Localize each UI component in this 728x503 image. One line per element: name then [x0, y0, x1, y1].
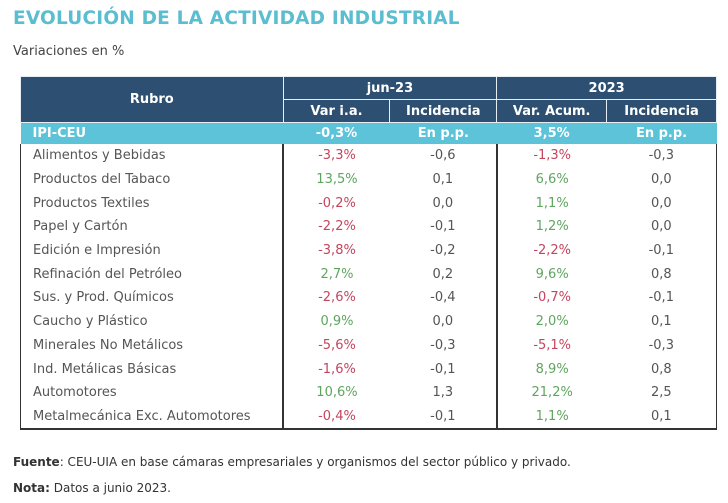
table-row: Automotores 10,6% 1,3 21,2% 2,5 — [20, 380, 717, 405]
var-acum: 9,6% — [535, 266, 569, 282]
incidencia-2: 0,1 — [606, 404, 717, 431]
header-incidencia-1: Incidencia — [389, 99, 498, 123]
incidencia-2: 2,5 — [606, 380, 717, 405]
row-name: Alimentos y Bebidas — [20, 144, 285, 168]
source-note: Fuente: CEU-UIA en base cámaras empresar… — [13, 455, 571, 469]
incidencia-2: -0,3 — [606, 144, 717, 168]
incidencia-1: -0,4 — [389, 286, 498, 310]
note-label: Nota: — [13, 481, 50, 495]
incidencia-1: -0,3 — [389, 333, 498, 358]
table-row: Caucho y Plástico 0,9% 0,0 2,0% 0,1 — [20, 309, 717, 334]
incidencia-1: -0,2 — [389, 238, 498, 263]
incidencia-2: -0,1 — [606, 238, 717, 263]
var-ia: -1,6% — [318, 361, 356, 377]
var-acum: -2,2% — [533, 243, 572, 259]
incidencia-1: -0,1 — [389, 404, 498, 431]
header-rubro: Rubro — [20, 76, 284, 123]
var-acum: -0,7% — [533, 290, 572, 306]
incidencia-1: 1,3 — [389, 380, 498, 405]
var-ia: -0,3% — [283, 122, 390, 144]
header-var-acum: Var. Acum. — [496, 99, 608, 123]
var-acum: 6,6% — [535, 172, 569, 188]
var-ia: -0,4% — [283, 404, 390, 431]
var-acum: 1,1% — [496, 404, 607, 431]
header-group-2023: 2023 — [496, 76, 717, 100]
table-row: Ind. Metálicas Básicas -1,6% -0,1 8,9% 0,8 — [20, 357, 717, 381]
var-acum: -5,1% — [533, 337, 572, 353]
incidencia-2: -0,3 — [606, 333, 717, 358]
row-name: IPI-CEU — [20, 122, 284, 144]
row-name: Minerales No Metálicos — [20, 333, 285, 358]
table-row: Productos Textiles -0,2% 0,0 1,1% 0,0 — [20, 191, 717, 216]
var-acum: 21,2% — [531, 385, 573, 401]
incidencia-2: -0,1 — [606, 286, 717, 310]
note-text: Datos a junio 2023. — [49, 481, 171, 495]
var-ia: -3,8% — [318, 243, 356, 259]
var-ia: -0,2% — [318, 195, 356, 211]
row-name: Sus. y Prod. Químicos — [20, 286, 285, 310]
var-ia: 10,6% — [316, 385, 358, 401]
var-acum: 1,2% — [535, 219, 569, 235]
total-row: IPI-CEU -0,3% En p.p. 3,5% En p.p. — [20, 122, 717, 144]
header-incidencia-2: Incidencia — [606, 99, 717, 123]
table-row: Alimentos y Bebidas -3,3% -0,6 -1,3% -0,3 — [20, 144, 717, 168]
incidencia-1: -0,1 — [389, 357, 498, 381]
var-acum: 2,0% — [535, 314, 569, 330]
row-name: Refinación del Petróleo — [20, 262, 285, 287]
var-ia: -5,6% — [318, 337, 356, 353]
table-row: Edición e Impresión -3,8% -0,2 -2,2% -0,1 — [20, 238, 717, 263]
incidencia-1: -0,6 — [389, 144, 498, 168]
row-name: Metalmecánica Exc. Automotores — [20, 404, 285, 431]
row-name: Caucho y Plástico — [20, 309, 285, 334]
source-label: Fuente — [13, 455, 60, 469]
incidencia-2: 0,0 — [606, 167, 717, 192]
incidencia-1: 0,2 — [389, 262, 498, 287]
row-name: Edición e Impresión — [20, 238, 285, 263]
var-ia: 0,9% — [320, 314, 354, 330]
incidencia-1: 0,1 — [389, 167, 498, 192]
header-var-ia: Var i.a. — [282, 99, 391, 123]
page-title: EVOLUCIÓN DE LA ACTIVIDAD INDUSTRIAL — [13, 8, 460, 29]
table-row: Metalmecánica Exc. Automotores -0,4% -0,1 1… — [20, 404, 717, 431]
row-name: Productos Textiles — [20, 191, 285, 216]
var-acum: 8,9% — [535, 361, 569, 377]
table-row: Productos del Tabaco 13,5% 0,1 6,6% 0,0 — [20, 167, 717, 192]
row-name: Automotores — [20, 380, 285, 405]
var-acum: 3,5% — [496, 122, 607, 144]
var-ia: -3,3% — [318, 148, 356, 164]
table-row: Papel y Cartón -2,2% -0,1 1,2% 0,0 — [20, 215, 717, 239]
header-group-jun23: jun-23 — [282, 76, 498, 100]
table-row: Minerales No Metálicos -5,6% -0,3 -5,1% -0,3 — [20, 333, 717, 358]
incidencia-2: 0,0 — [606, 191, 717, 216]
source-text: : CEU-UIA en base cámaras empresariales … — [59, 455, 571, 469]
incidencia-2: 0,0 — [606, 215, 717, 239]
var-ia: -2,2% — [318, 219, 356, 235]
var-ia: -2,6% — [318, 290, 356, 306]
row-name: Productos del Tabaco — [20, 167, 285, 192]
incidencia-2: 0,8 — [606, 357, 717, 381]
row-name: Ind. Metálicas Básicas — [20, 357, 285, 381]
incidencia-1: 0,0 — [389, 309, 498, 334]
var-ia: 13,5% — [316, 172, 358, 188]
var-acum: -1,3% — [533, 148, 572, 164]
data-note: Nota: Datos a junio 2023. — [13, 481, 171, 495]
incidencia-2: 0,8 — [606, 262, 717, 287]
table-row: Sus. y Prod. Químicos -2,6% -0,4 -0,7% -0,1 — [20, 286, 717, 310]
row-name: Papel y Cartón — [20, 215, 285, 239]
subtitle: Variaciones en % — [13, 44, 125, 59]
var-acum: 1,1% — [535, 195, 569, 211]
incidencia-2: 0,1 — [606, 309, 717, 334]
var-ia: 2,7% — [320, 266, 354, 282]
incidencia-1: En p.p. — [389, 122, 497, 144]
incidencia-2: En p.p. — [606, 122, 717, 144]
incidencia-1: 0,0 — [389, 191, 498, 216]
incidencia-1: -0,1 — [389, 215, 498, 239]
industrial-activity-table: Rubro jun-23 2023 Var i.a. Incidencia Va… — [20, 76, 717, 431]
table-row: Refinación del Petróleo 2,7% 0,2 9,6% 0,8 — [20, 262, 717, 287]
